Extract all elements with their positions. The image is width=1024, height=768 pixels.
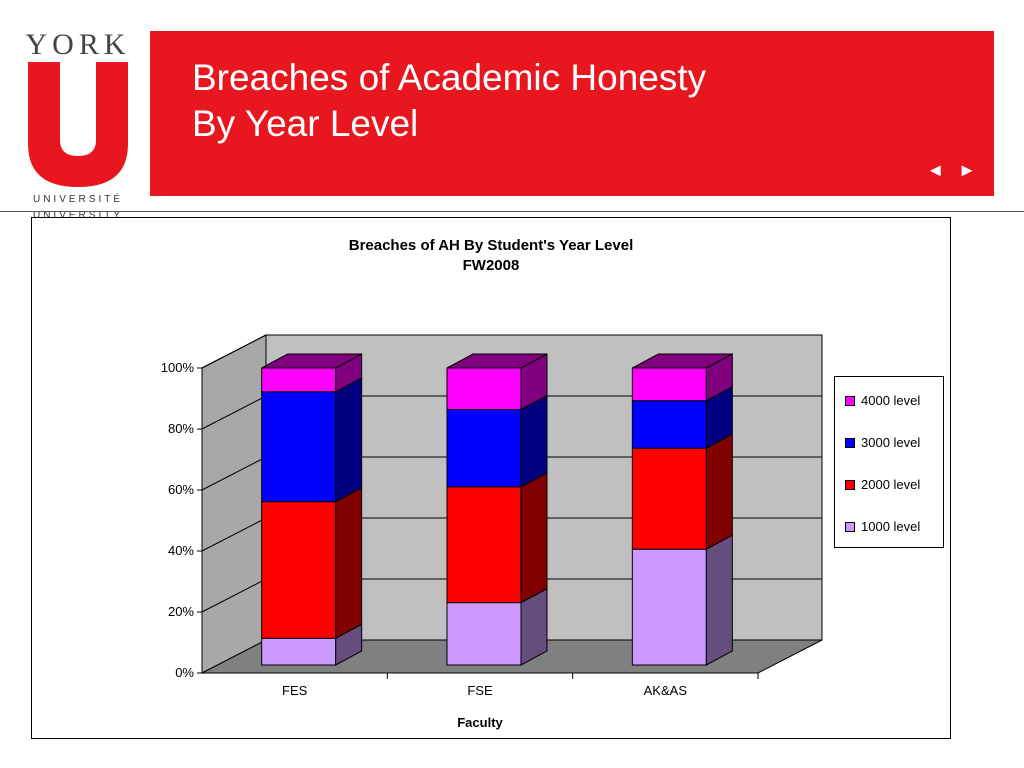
bar-segment-side — [520, 471, 548, 604]
legend-label: 3000 level — [861, 435, 921, 450]
chart-container: Breaches of AH By Student's Year Level F… — [31, 217, 951, 739]
logo-university-text: UNIVERSITY — [32, 210, 123, 221]
y-tick-label: 80% — [168, 421, 194, 436]
logo-universite-text: UNIVERSITÉ — [32, 194, 123, 205]
legend-swatch — [845, 479, 855, 490]
bar-segment-side — [335, 376, 363, 503]
chart-title-line: Breaches of AH By Student's Year Level — [348, 237, 634, 254]
bar-segment-side — [705, 534, 733, 666]
y-tick-label: 0% — [175, 665, 194, 680]
legend-label: 2000 level — [861, 477, 921, 492]
bar-segment — [261, 501, 337, 639]
bar-segment — [631, 367, 707, 402]
bar-segment — [261, 367, 337, 393]
legend-item: 1000 level — [845, 519, 920, 534]
chart-title: Breaches of AH By Student's Year Level F… — [32, 236, 950, 276]
bar-segment — [631, 548, 707, 666]
bar-top — [632, 353, 733, 369]
gridline-side — [201, 395, 267, 430]
bar-segment-side — [705, 433, 733, 551]
legend-swatch — [845, 521, 855, 532]
bar-segment — [631, 447, 707, 550]
bar-top — [261, 353, 362, 369]
legend-swatch — [845, 437, 855, 448]
x-axis-title: Faculty — [457, 715, 503, 730]
legend-label: 1000 level — [861, 519, 921, 534]
bar-segment-side — [335, 486, 363, 640]
y-tick-label: 40% — [168, 543, 194, 558]
bar-segment — [261, 637, 337, 666]
legend-swatch — [845, 395, 855, 406]
chart-subtitle: FW2008 — [462, 257, 520, 274]
bar-segment — [261, 391, 337, 503]
page-title: Breaches of Academic Honesty By Year Lev… — [192, 55, 706, 147]
gridline-side — [201, 334, 267, 369]
legend-item: 3000 level — [845, 435, 920, 450]
york-university-logo: YORK UNIVERSITÉ UNIVERSITY — [22, 26, 134, 221]
gridline-side — [201, 456, 267, 491]
legend-item: 2000 level — [845, 477, 920, 492]
x-tick-label: AK&AS — [644, 683, 688, 698]
logo-u-mark — [28, 62, 128, 187]
logo-york-text: YORK — [25, 28, 131, 61]
x-tick-label: FES — [282, 683, 308, 698]
y-tick-label: 60% — [168, 482, 194, 497]
bar-segment — [446, 602, 522, 666]
next-slide-icon[interactable]: ► — [958, 160, 976, 180]
page-title-line-2: By Year Level — [192, 103, 419, 144]
bar-segment-side — [520, 394, 548, 488]
bar-segment — [446, 367, 522, 411]
header-banner: Breaches of Academic Honesty By Year Lev… — [150, 31, 994, 196]
x-tick-label: FSE — [467, 683, 493, 698]
gridline-side — [201, 517, 267, 552]
previous-slide-icon[interactable]: ◄ — [926, 160, 945, 180]
gridline-side — [201, 578, 267, 613]
header-divider — [0, 211, 1024, 212]
legend-item: 4000 level — [845, 393, 920, 408]
legend-label: 4000 level — [861, 393, 921, 408]
bar-segment — [446, 409, 522, 488]
y-tick-label: 100% — [161, 360, 195, 375]
chart-legend: 4000 level 3000 level 2000 level 1000 level — [834, 376, 944, 548]
bar-segment — [446, 486, 522, 604]
stacked-bar-chart: 0% 20% 40% 60% 80% 100% FES FSE AK&AS Faculty — [161, 334, 823, 730]
y-tick-label: 20% — [168, 604, 194, 619]
bar-top — [446, 353, 548, 369]
page-title-line-1: Breaches of Academic Honesty — [192, 57, 707, 98]
bar-segment — [631, 400, 707, 449]
chart-side-wall — [201, 334, 267, 674]
slide-nav: ◄ ► — [926, 161, 976, 179]
